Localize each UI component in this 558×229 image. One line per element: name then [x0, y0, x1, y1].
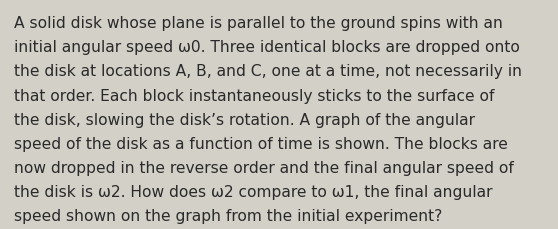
Text: the disk is ω2. How does ω2 compare to ω1, the final angular: the disk is ω2. How does ω2 compare to ω…: [14, 184, 493, 199]
Text: that order. Each block instantaneously sticks to the surface of: that order. Each block instantaneously s…: [14, 88, 494, 103]
Text: now dropped in the reverse order and the final angular speed of: now dropped in the reverse order and the…: [14, 160, 514, 175]
Text: A solid disk whose plane is parallel to the ground spins with an: A solid disk whose plane is parallel to …: [14, 16, 503, 31]
Text: speed of the disk as a function of time is shown. The blocks are: speed of the disk as a function of time …: [14, 136, 508, 151]
Text: the disk, slowing the disk’s rotation. A graph of the angular: the disk, slowing the disk’s rotation. A…: [14, 112, 475, 127]
Text: the disk at locations A, B, and C, one at a time, not necessarily in: the disk at locations A, B, and C, one a…: [14, 64, 522, 79]
Text: initial angular speed ω0. Three identical blocks are dropped onto: initial angular speed ω0. Three identica…: [14, 40, 520, 55]
Text: speed shown on the graph from the initial experiment?: speed shown on the graph from the initia…: [14, 208, 442, 223]
